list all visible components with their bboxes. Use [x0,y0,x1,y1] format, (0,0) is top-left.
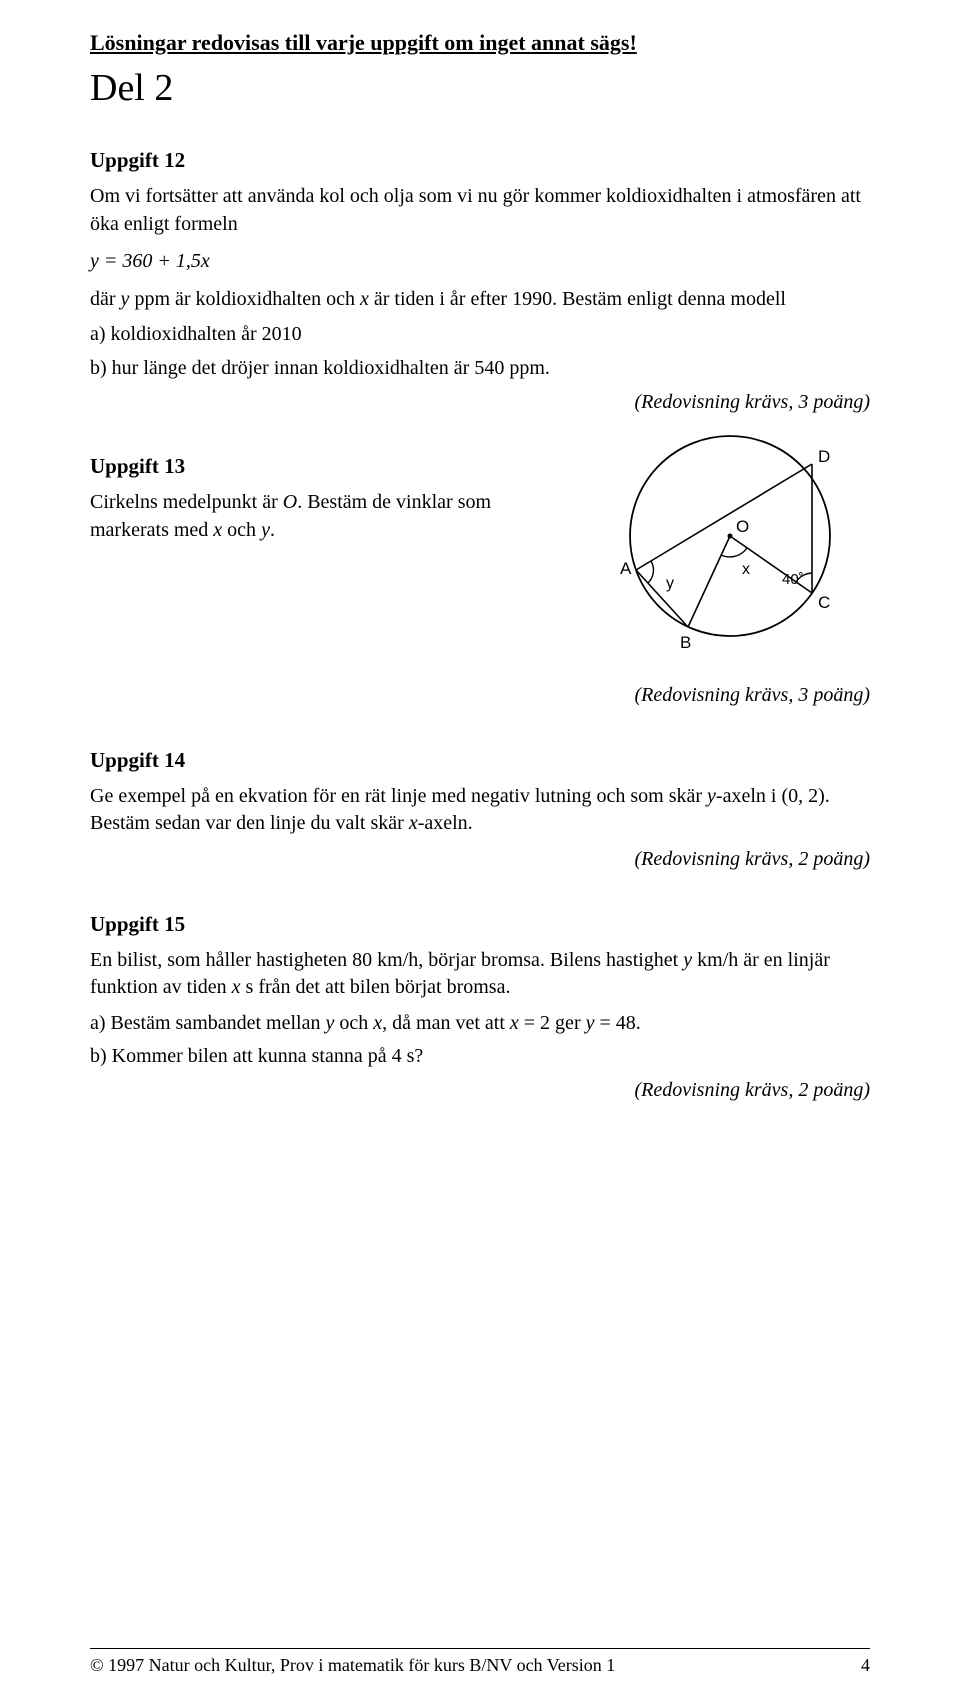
center-dot [728,534,733,539]
task12-scoring: (Redovisning krävs, 3 poäng) [90,389,870,417]
footer: © 1997 Natur och Kultur, Prov i matemati… [90,1648,870,1676]
text: s från det att bilen börjat bromsa. [241,976,511,998]
text: Cirkelns medelpunkt är [90,491,283,513]
task12-formula: y = 360 + 1,5x [90,248,870,276]
task15-title: Uppgift 15 [90,912,870,937]
task15-b: b) Kommer bilen att kunna stanna på 4 s? [90,1043,870,1071]
task13-text: Uppgift 13 Cirkelns medelpunkt är O. Bes… [90,416,560,552]
task12-a: a) koldioxidhalten år 2010 [90,321,870,349]
label-B: B [680,633,691,652]
task12-b: b) hur länge det dröjer innan koldioxidh… [90,355,870,383]
task12-p1: Om vi fortsätter att använda kol och olj… [90,183,870,238]
text: -axeln. [418,812,473,834]
label-y: y [666,575,674,592]
task13-scoring: (Redovisning krävs, 3 poäng) [90,682,870,710]
label-O: O [736,517,749,536]
task12-title: Uppgift 12 [90,148,870,173]
circle-diagram-svg: A B C D O y x 40˚ [590,416,870,676]
chord-AD [636,464,812,570]
label-A: A [620,559,632,578]
text: . [270,519,275,541]
task12-body: Om vi fortsätter att använda kol och olj… [90,183,870,416]
label-40: 40˚ [782,571,804,588]
text: är tiden i år efter 1990. Bestäm enligt … [369,288,786,310]
chord-AB [636,570,688,627]
text: Ge exempel på en ekvation för en rät lin… [90,785,707,807]
text: = 48. [595,1012,641,1034]
var-x: x [360,288,369,310]
text: a) Bestäm sambandet mellan [90,1012,325,1034]
task14-scoring: (Redovisning krävs, 2 poäng) [90,846,870,874]
task13-row: Uppgift 13 Cirkelns medelpunkt är O. Bes… [90,416,870,676]
footer-page-number: 4 [861,1655,870,1676]
var-y: y [707,785,716,807]
task15-body: En bilist, som håller hastigheten 80 km/… [90,947,870,1105]
task14-p1: Ge exempel på en ekvation för en rät lin… [90,783,870,838]
task14-body: Ge exempel på en ekvation för en rät lin… [90,783,870,874]
radius-OB [688,536,730,627]
text: och [334,1012,373,1034]
angle-arc-y [648,561,653,583]
var-y: y [683,949,692,971]
task12-p2: där y ppm är koldioxidhalten och x är ti… [90,286,870,314]
task15-scoring: (Redovisning krävs, 2 poäng) [90,1077,870,1105]
task13-diagram: A B C D O y x 40˚ [590,416,870,676]
label-D: D [818,447,830,466]
var-x: x [232,976,241,998]
var-x: x [213,519,222,541]
var-x: x [373,1012,382,1034]
text: ppm är koldioxidhalten och [129,288,360,310]
page-instruction: Lösningar redovisas till varje uppgift o… [90,30,870,56]
task14-title: Uppgift 14 [90,748,870,773]
text: där [90,288,121,310]
angle-arc-x [721,548,747,557]
task15-p1: En bilist, som håller hastigheten 80 km/… [90,947,870,1002]
part-title: Del 2 [90,66,870,110]
task15-a: a) Bestäm sambandet mellan y och x, då m… [90,1010,870,1038]
task13-title: Uppgift 13 [90,454,560,479]
task13-p1: Cirkelns medelpunkt är O. Bestäm de vink… [90,489,560,544]
var-y: y [261,519,270,541]
var-O: O [283,491,297,513]
var-y: y [586,1012,595,1034]
label-C: C [818,593,830,612]
footer-left: © 1997 Natur och Kultur, Prov i matemati… [90,1655,615,1676]
text: En bilist, som håller hastigheten 80 km/… [90,949,683,971]
var-x: x [510,1012,519,1034]
var-x: x [409,812,418,834]
text: , då man vet att [382,1012,510,1034]
text: = 2 ger [519,1012,586,1034]
page: Lösningar redovisas till varje uppgift o… [0,0,960,1700]
text: och [222,519,261,541]
label-x: x [742,561,750,578]
